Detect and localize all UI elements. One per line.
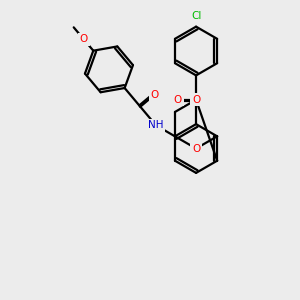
Text: O: O (192, 95, 200, 105)
Text: O: O (80, 34, 88, 44)
Text: Cl: Cl (191, 11, 201, 21)
Text: O: O (174, 95, 182, 105)
Text: O: O (192, 143, 200, 154)
Text: NH: NH (148, 120, 164, 130)
Text: O: O (150, 90, 158, 100)
